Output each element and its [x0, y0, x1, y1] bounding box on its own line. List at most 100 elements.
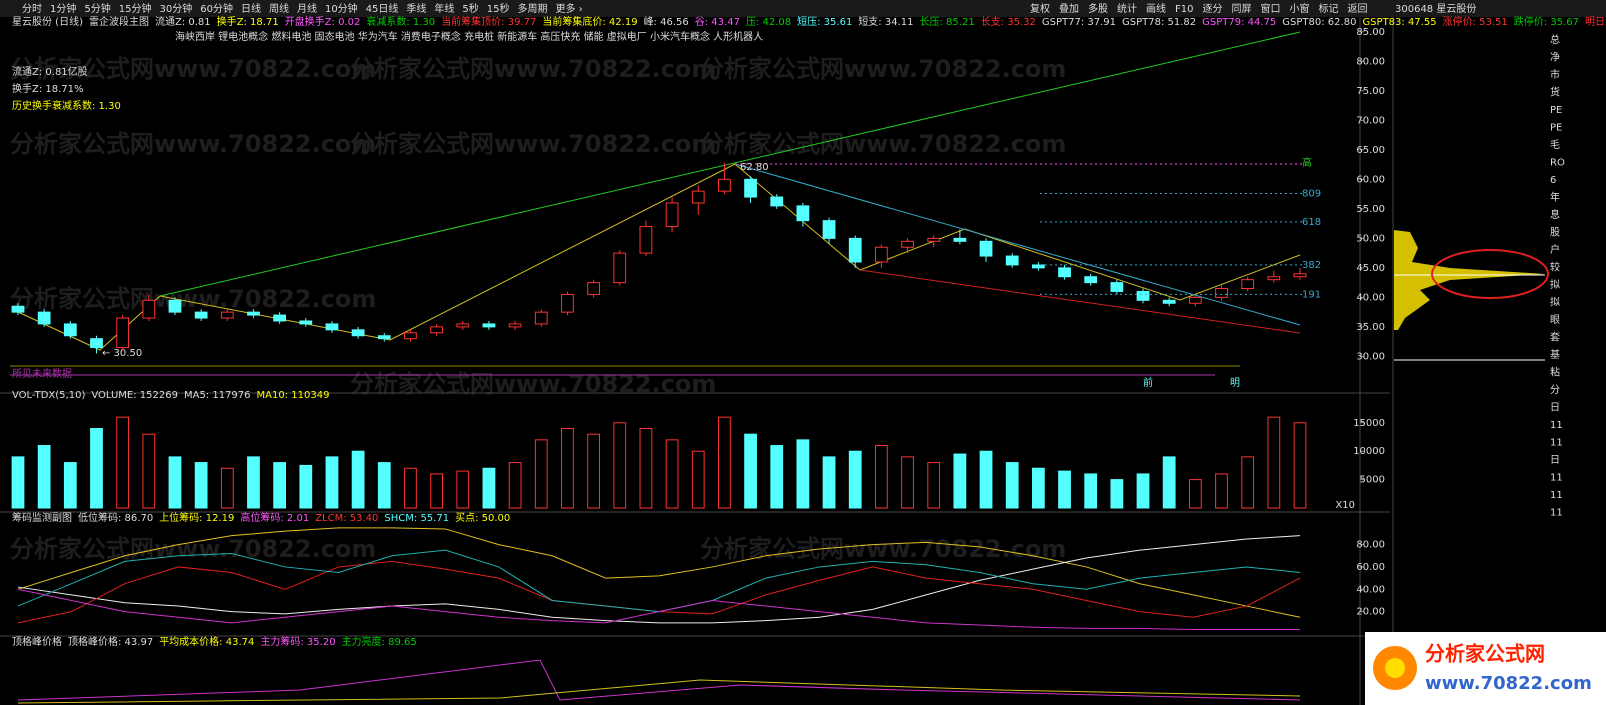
- candle-body: [1267, 276, 1281, 281]
- candle-body: [220, 311, 234, 319]
- label: 多股: [1088, 2, 1108, 15]
- y-tick-label: 5000: [1360, 475, 1385, 486]
- label: 分时: [22, 3, 42, 15]
- volume-bar: [796, 439, 810, 509]
- label: 高位筹码: 2.01: [240, 511, 309, 524]
- y-tick-label: 40.00: [1356, 584, 1385, 595]
- label: 60分钟: [200, 2, 233, 15]
- candle-body: [770, 196, 784, 207]
- label: 1分钟: [50, 2, 76, 15]
- candle-body: [718, 178, 731, 192]
- candle-body: [561, 293, 574, 313]
- side-label: 年: [1550, 191, 1560, 204]
- side-label: RO: [1550, 158, 1565, 169]
- side-label: 11: [1550, 473, 1563, 484]
- candle-body: [822, 220, 836, 239]
- candle-body: [1136, 290, 1150, 301]
- label: GSPT80: 62.80: [1282, 17, 1356, 28]
- indicator-line: [17, 535, 1301, 624]
- candle-body: [691, 190, 705, 204]
- label: 更多 ›: [556, 2, 583, 15]
- label: 低位筹码: 86.70: [78, 511, 153, 524]
- volume-bar: [691, 450, 705, 509]
- label: 45日线: [366, 2, 399, 15]
- watermark: 分析家公式网www.70822.com: [10, 535, 376, 563]
- candle-body: [456, 323, 470, 328]
- side-label: 11: [1550, 420, 1563, 431]
- level-label: 382: [1302, 260, 1321, 271]
- volume-bar: [770, 445, 784, 509]
- label: GSPT78: 51.82: [1122, 17, 1196, 28]
- label: F10: [1175, 4, 1193, 15]
- label: 谷: 43.47: [695, 16, 740, 28]
- label: 小窗: [1289, 2, 1309, 15]
- label: 短压: 35.61: [797, 15, 852, 28]
- side-label: 日: [1550, 403, 1560, 414]
- candle-body: [901, 240, 914, 248]
- trendline: [734, 163, 1301, 326]
- concept-tags: 海峡西岸 锂电池概念 燃料电池 固态电池 华为汽车 消费电子概念 充电桩 新能源…: [175, 30, 763, 43]
- volume-bar: [927, 462, 941, 509]
- side-label: PE: [1550, 123, 1562, 134]
- candle-body: [1005, 255, 1019, 266]
- volume-bar: [848, 450, 862, 509]
- candle-body: [482, 323, 496, 328]
- candle-body: [11, 305, 25, 313]
- volume-bar: [1162, 456, 1176, 509]
- label: 窗口: [1260, 2, 1280, 15]
- volume-bar: [744, 433, 757, 509]
- side-label: 拟: [1550, 278, 1560, 291]
- candle-body: [665, 202, 679, 228]
- volume-bar: [247, 456, 260, 509]
- trendline: [859, 269, 1301, 334]
- label: 当前筹集底价: 42.19: [542, 15, 637, 28]
- volume-bar: [1241, 456, 1255, 509]
- label: 当前筹集顶价: 39.77: [441, 15, 536, 28]
- watermark: 分析家公式网www.70822.com: [10, 55, 376, 83]
- level-label: 809: [1302, 189, 1321, 200]
- label: 复权: [1030, 2, 1050, 15]
- volume-bar: [11, 456, 25, 509]
- y-tick-label: 45.00: [1356, 263, 1385, 274]
- logo-name: 分析家公式网: [1425, 642, 1545, 666]
- side-label: 股: [1550, 227, 1560, 239]
- volume-bar: [482, 467, 496, 509]
- volume-bar: [1058, 470, 1071, 509]
- candle-body: [1058, 267, 1071, 278]
- side-label: 市: [1550, 68, 1560, 81]
- candle-body: [194, 311, 208, 319]
- label: 明日涨停价: 57.06: [1585, 15, 1606, 28]
- line: [17, 659, 1301, 701]
- candle-body: [1215, 288, 1228, 298]
- candle-body: [1110, 282, 1124, 292]
- label: 顶格峰价格: [12, 635, 62, 648]
- volume-bar: [534, 439, 548, 509]
- candle-body: [875, 246, 888, 263]
- side-panel: [1394, 17, 1606, 627]
- candle-body: [116, 317, 130, 349]
- volume-bar: [1293, 422, 1307, 509]
- y-tick-label: 80.00: [1356, 56, 1385, 67]
- volume-bar: [875, 445, 888, 509]
- candle-body: [142, 299, 156, 319]
- candle-body: [587, 282, 600, 295]
- volume-bar: [325, 456, 339, 509]
- label: 筹码监测副图: [12, 511, 72, 524]
- volume-bar: [1215, 473, 1228, 509]
- candle-body: [508, 323, 522, 328]
- candle-body: [1188, 296, 1202, 304]
- highlight-ellipse: [1431, 249, 1549, 299]
- candle-body: [1241, 279, 1255, 290]
- candle-body: [796, 205, 810, 222]
- volume-bar: [901, 456, 914, 509]
- label: 季线: [406, 2, 426, 15]
- side-title: 300648 星云股份: [1395, 3, 1476, 15]
- label: 长支: 35.32: [981, 16, 1036, 28]
- logo-icon: [1385, 658, 1405, 678]
- candle-body: [273, 314, 287, 322]
- label: MA5: 117976: [184, 390, 251, 401]
- candle-body: [404, 332, 417, 340]
- label: 年线: [434, 2, 454, 15]
- candle-body: [639, 226, 653, 254]
- label: 压: 42.08: [746, 16, 791, 28]
